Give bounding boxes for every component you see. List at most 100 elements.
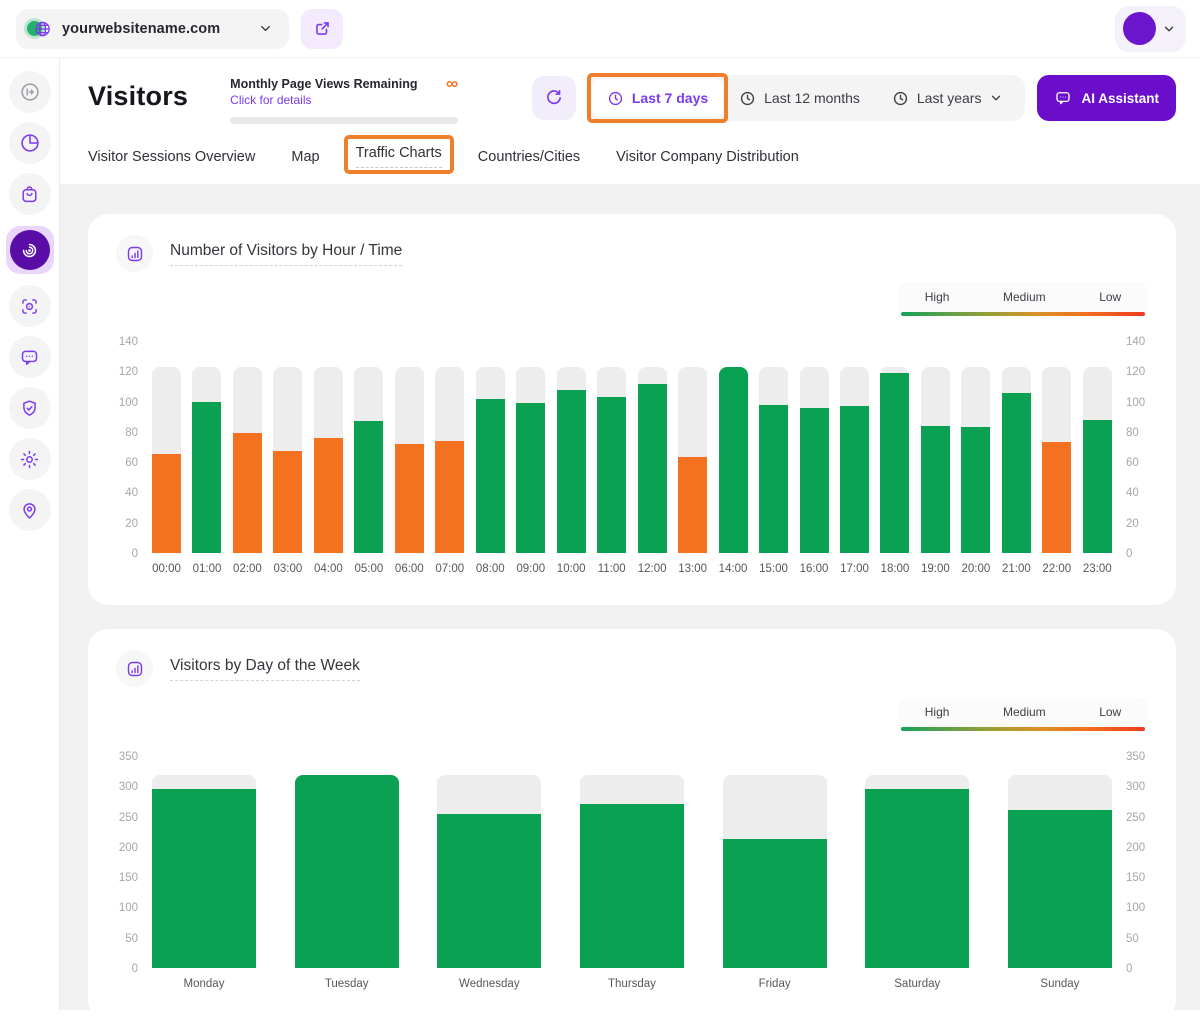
bar-column: 13:00	[678, 343, 707, 553]
bar-column: 12:00	[638, 343, 667, 553]
quota-label: Monthly Page Views Remaining	[230, 77, 417, 91]
bar-column: Tuesday	[295, 758, 399, 968]
x-axis-label: 19:00	[921, 563, 950, 575]
sidebar-item-security[interactable]	[9, 387, 51, 429]
legend-medium: Medium	[1003, 705, 1046, 719]
sidebar-item-visitors[interactable]	[6, 226, 54, 274]
pie-chart-icon	[19, 132, 41, 154]
y-tick-label: 20	[125, 518, 138, 530]
tab-visitor-company-distribution[interactable]: Visitor Company Distribution	[616, 149, 799, 165]
x-axis-label: 00:00	[152, 563, 181, 575]
y-axis-right: 140120100806040200	[1112, 336, 1148, 560]
tab-countries-cities[interactable]: Countries/Cities	[478, 149, 580, 165]
y-tick-label: 80	[125, 427, 138, 439]
shopping-bag-icon	[19, 184, 40, 205]
infinity-value: ∞	[446, 77, 458, 91]
website-name: yourwebsitename.com	[62, 21, 220, 37]
x-axis-label: 12:00	[638, 563, 667, 575]
x-axis-label: Saturday	[894, 978, 940, 990]
website-selector[interactable]: yourwebsitename.com	[16, 9, 289, 49]
sidebar	[0, 58, 60, 1010]
x-axis-label: 11:00	[598, 563, 626, 575]
ai-chat-icon	[1054, 89, 1072, 107]
heat-legend: High Medium Low	[898, 282, 1148, 316]
bar-fill	[865, 789, 969, 968]
bar-fill	[1008, 810, 1112, 968]
bar-track	[921, 367, 950, 553]
bar-fill	[580, 804, 684, 968]
quota-details-link[interactable]: Click for details	[230, 93, 311, 107]
legend-high: High	[925, 705, 950, 719]
bar-fill	[880, 373, 909, 553]
x-axis-label: Sunday	[1040, 978, 1079, 990]
x-axis-label: 07:00	[435, 563, 464, 575]
bar-track	[880, 367, 909, 553]
bar-column: 04:00	[314, 343, 343, 553]
tab-traffic-charts[interactable]: Traffic Charts	[356, 145, 442, 168]
ai-assistant-button[interactable]: AI Assistant	[1037, 75, 1176, 121]
bar-track	[1008, 775, 1112, 968]
x-axis-label: 21:00	[1002, 563, 1031, 575]
open-website-button[interactable]	[301, 9, 343, 49]
sidebar-item-collapse[interactable]	[9, 71, 51, 113]
time-range-label: Last 7 days	[632, 90, 708, 106]
bar-column: 16:00	[800, 343, 829, 553]
x-axis-label: Tuesday	[325, 978, 369, 990]
time-range-label: Last 12 months	[764, 90, 860, 106]
page-title: Visitors	[88, 81, 188, 112]
bar-fill	[961, 427, 990, 553]
bar-fill	[921, 426, 950, 554]
y-tick-label: 0	[132, 548, 138, 560]
website-globe-icon	[28, 18, 52, 40]
sidebar-item-messages[interactable]	[9, 336, 51, 378]
sidebar-active-indicator	[10, 230, 50, 270]
bar-column: 15:00	[759, 343, 788, 553]
content-area: Number of Visitors by Hour / Time High M…	[60, 184, 1200, 1010]
bar-fill	[435, 441, 464, 554]
app-root: yourwebsitename.com	[0, 0, 1200, 1010]
y-tick-label: 200	[1126, 842, 1145, 854]
x-axis-label: 14:00	[719, 563, 748, 575]
tab-visitor-sessions-overview[interactable]: Visitor Sessions Overview	[88, 149, 255, 165]
time-range-last-7-days[interactable]: Last 7 days	[592, 79, 723, 117]
tab-map[interactable]: Map	[291, 149, 319, 165]
bar-fill	[152, 789, 256, 968]
y-tick-label: 100	[119, 397, 138, 409]
bar-fill	[597, 397, 626, 553]
refresh-button[interactable]	[532, 76, 576, 120]
y-tick-label: 150	[1126, 872, 1145, 884]
chevron-down-icon	[1162, 22, 1176, 36]
bar-track	[865, 775, 969, 968]
y-tick-label: 80	[1126, 427, 1139, 439]
time-range-last-years[interactable]: Last years	[876, 75, 1020, 121]
card-visitors-by-weekday: Visitors by Day of the Week High Medium …	[88, 629, 1176, 1020]
bar-fill	[516, 403, 545, 553]
bar-track	[192, 367, 221, 553]
sidebar-item-settings[interactable]	[9, 438, 51, 480]
sidebar-item-dashboard[interactable]	[9, 122, 51, 164]
clock-icon	[739, 90, 756, 107]
bar-column: 09:00	[516, 343, 545, 553]
x-axis-label: 18:00	[881, 563, 910, 575]
bar-track	[152, 775, 256, 968]
account-menu[interactable]	[1115, 6, 1186, 52]
avatar	[1123, 12, 1156, 45]
y-tick-label: 100	[1126, 902, 1145, 914]
sidebar-item-orders[interactable]	[9, 173, 51, 215]
sidebar-item-locations[interactable]	[9, 489, 51, 531]
bar-track	[295, 775, 399, 968]
chart-title: Number of Visitors by Hour / Time	[170, 242, 402, 266]
bar-chart-icon	[116, 650, 153, 687]
bar-column: 22:00	[1042, 343, 1071, 553]
x-axis-label: 03:00	[274, 563, 303, 575]
x-axis-label: Monday	[184, 978, 225, 990]
x-axis-label: Wednesday	[459, 978, 520, 990]
time-range-last-12-months[interactable]: Last 12 months	[723, 75, 876, 121]
clock-icon	[892, 90, 909, 107]
bar-track	[437, 775, 541, 968]
x-axis-label: 15:00	[759, 563, 788, 575]
sidebar-item-tracking[interactable]	[9, 285, 51, 327]
bar-track	[597, 367, 626, 553]
external-link-icon	[313, 19, 332, 38]
page-header: Visitors Monthly Page Views Remaining ∞ …	[60, 58, 1200, 124]
